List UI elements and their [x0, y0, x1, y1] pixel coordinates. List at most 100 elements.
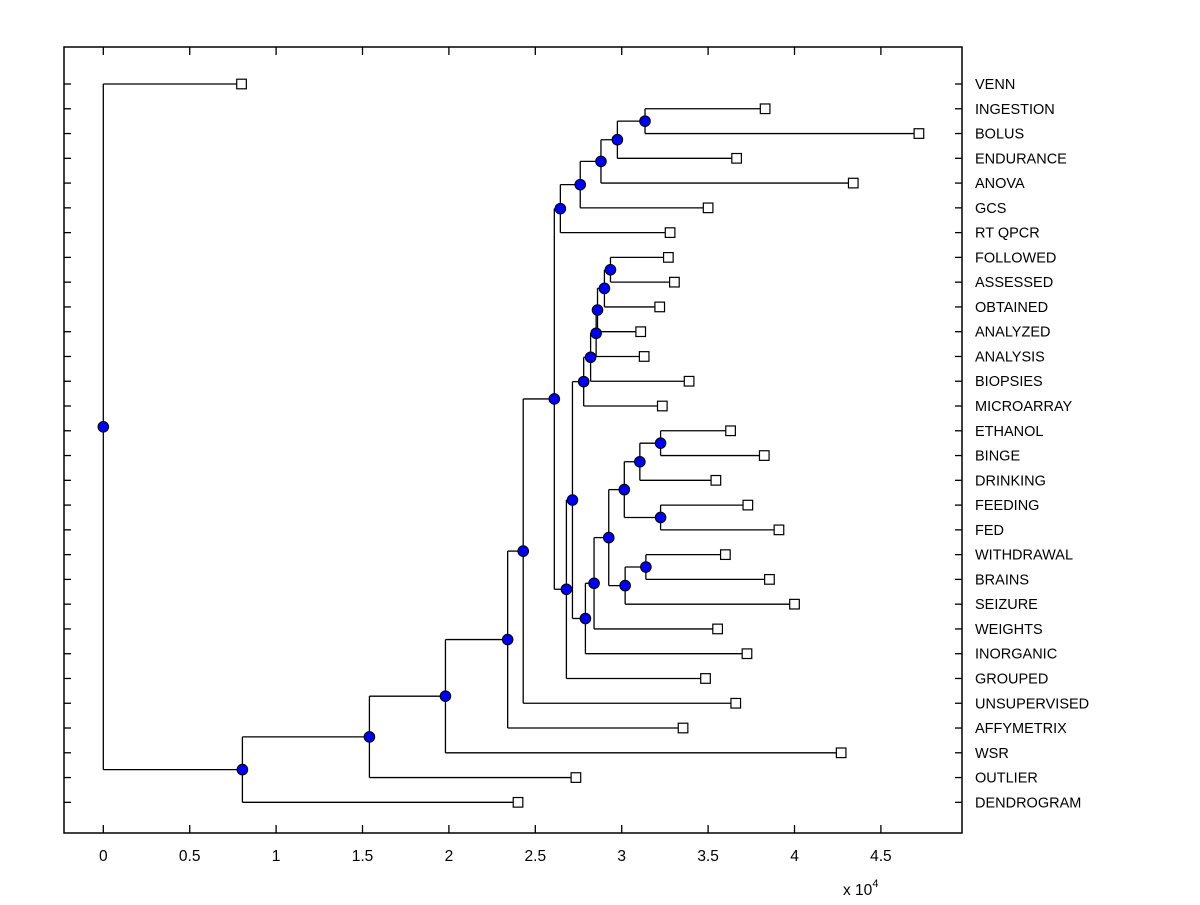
leaf-marker — [773, 524, 785, 536]
axis-box — [63, 46, 963, 834]
leaf-marker — [741, 648, 753, 660]
leaf-marker — [700, 673, 711, 684]
leaf-label: RT QPCR — [975, 226, 1040, 242]
internal-node-marker — [439, 690, 452, 702]
leaf-marker — [758, 450, 770, 461]
internal-node-marker — [639, 115, 651, 127]
x-tick-label: 1 — [272, 848, 281, 865]
leaf-label: BINGE — [975, 449, 1020, 465]
leaf-label: WITHDRAWAL — [975, 548, 1073, 564]
leaf-label: ANALYZED — [975, 325, 1050, 341]
leaf-label: GCS — [975, 201, 1006, 217]
leaf-marker — [764, 573, 775, 585]
leaf-marker — [638, 351, 650, 362]
leaf-label: WSR — [975, 746, 1009, 762]
leaf-marker — [664, 227, 676, 239]
internal-node-marker — [591, 304, 604, 316]
leaf-label: ANALYSIS — [975, 349, 1045, 365]
leaf-marker — [710, 474, 722, 486]
leaf-label: BOLUS — [975, 127, 1024, 143]
leaf-label: ENDURANCE — [975, 151, 1067, 167]
internal-node-marker — [602, 531, 615, 544]
leaf-marker — [512, 796, 524, 808]
leaf-marker — [730, 697, 742, 709]
internal-node-marker — [654, 511, 667, 524]
leaf-label: FED — [975, 523, 1004, 539]
leaf-marker — [677, 722, 689, 734]
internal-node-marker — [588, 577, 600, 590]
internal-node-marker — [595, 155, 607, 168]
leaf-label: OUTLIER — [975, 771, 1038, 787]
leaf-label: BRAINS — [975, 572, 1029, 588]
leaf-marker — [731, 152, 743, 164]
leaf-marker — [570, 772, 582, 783]
leaf-label: OBTAINED — [975, 300, 1048, 316]
internal-node-marker — [97, 420, 110, 433]
internal-node-marker — [611, 133, 624, 146]
leaf-label: WEIGHTS — [975, 622, 1043, 638]
internal-node-marker — [560, 583, 573, 596]
internal-node-marker — [579, 612, 592, 625]
internal-node-marker — [517, 545, 530, 557]
leaf-label: BIOPSIES — [975, 374, 1043, 390]
x-tick-label: 3.5 — [697, 848, 719, 865]
internal-node-marker — [640, 561, 652, 573]
x-tick-label: 4 — [790, 848, 799, 865]
leaf-label: DENDROGRAM — [975, 795, 1081, 811]
leaf-label: AFFYMETRIX — [975, 721, 1067, 737]
leaf-marker — [669, 276, 680, 288]
leaf-label: GROUPED — [975, 671, 1048, 687]
internal-node-marker — [554, 202, 567, 215]
leaf-marker — [656, 400, 668, 412]
leaf-label: UNSUPERVISED — [975, 696, 1089, 712]
leaf-label: VENN — [975, 77, 1015, 93]
internal-node-marker — [584, 351, 597, 364]
internal-node-marker — [501, 633, 514, 646]
x-tick-label: 1.5 — [352, 848, 374, 865]
internal-node-marker — [574, 178, 587, 191]
leaf-marker — [742, 499, 754, 511]
x-tick-label: 3 — [617, 848, 626, 865]
internal-node-marker — [236, 763, 249, 776]
leaf-label: MICROARRAY — [975, 399, 1073, 415]
internal-node-marker — [577, 375, 590, 388]
axis-exponent-label: x 104 — [843, 878, 878, 899]
internal-node-marker — [590, 327, 602, 340]
leaf-marker — [789, 598, 800, 610]
internal-node-marker — [634, 455, 646, 468]
leaf-label: FOLLOWED — [975, 250, 1056, 266]
leaf-marker — [702, 202, 714, 214]
internal-node-marker — [619, 579, 631, 592]
leaf-label: INGESTION — [975, 102, 1055, 118]
leaf-marker — [236, 78, 247, 90]
leaf-marker — [719, 549, 731, 561]
x-tick-label: 4.5 — [870, 848, 892, 865]
leaf-marker — [759, 103, 771, 115]
internal-node-marker — [548, 393, 561, 405]
leaf-label: FEEDING — [975, 498, 1039, 514]
x-tick-label: 0 — [99, 848, 108, 865]
x-tick-label: 2 — [445, 848, 454, 865]
leaf-label: SEIZURE — [975, 597, 1038, 613]
leaf-marker — [847, 177, 859, 189]
leaf-marker — [712, 623, 724, 635]
x-tick-label: 0.5 — [179, 848, 201, 865]
internal-node-marker — [654, 437, 667, 449]
leaf-label: INORGANIC — [975, 647, 1057, 663]
internal-node-marker — [598, 282, 611, 295]
leaf-label: ANOVA — [975, 176, 1025, 192]
internal-node-marker — [566, 494, 579, 506]
x-tick-label: 2.5 — [525, 848, 547, 865]
leaf-marker — [835, 747, 847, 759]
leaf-marker — [654, 301, 666, 313]
leaf-marker — [683, 375, 695, 387]
leaf-label: ASSESSED — [975, 275, 1053, 291]
leaf-marker — [635, 326, 647, 338]
internal-node-marker — [363, 731, 376, 743]
leaf-marker — [913, 128, 925, 139]
leaf-marker — [662, 251, 674, 263]
internal-node-marker — [618, 483, 631, 496]
leaf-label: ETHANOL — [975, 424, 1044, 440]
